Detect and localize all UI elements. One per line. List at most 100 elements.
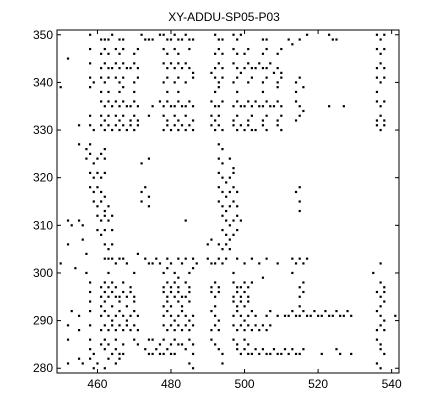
- data-point: [280, 128, 283, 132]
- data-point: [177, 257, 180, 260]
- data-point: [103, 128, 106, 132]
- data-point: [254, 100, 257, 103]
- data-point: [66, 324, 70, 327]
- data-point: [232, 105, 235, 108]
- data-point: [243, 348, 246, 351]
- data-point: [250, 309, 253, 313]
- data-point: [258, 62, 261, 65]
- data-point: [217, 143, 220, 146]
- data-point: [191, 71, 195, 74]
- data-point: [298, 295, 301, 298]
- data-point: [122, 329, 125, 332]
- data-point: [261, 67, 265, 70]
- data-point: [375, 47, 379, 51]
- data-point: [122, 47, 125, 51]
- data-point: [228, 248, 231, 251]
- data-point: [236, 286, 239, 289]
- data-point: [103, 119, 106, 122]
- data-point: [342, 314, 345, 317]
- y-tick-label: 300: [33, 266, 53, 280]
- data-point: [243, 52, 246, 55]
- data-point: [66, 362, 70, 365]
- data-point: [247, 314, 250, 317]
- data-point: [59, 86, 62, 89]
- data-point: [217, 157, 220, 160]
- data-point: [77, 124, 81, 127]
- data-point: [151, 338, 154, 341]
- data-point: [92, 176, 95, 179]
- data-point: [375, 76, 379, 79]
- data-point: [114, 329, 117, 332]
- data-point: [225, 219, 228, 222]
- data-point: [151, 38, 154, 41]
- data-point: [147, 352, 151, 356]
- data-point: [232, 119, 235, 122]
- data-point: [89, 309, 92, 313]
- data-point: [375, 329, 379, 332]
- data-point: [276, 352, 279, 356]
- data-point: [184, 62, 187, 65]
- data-point: [114, 262, 117, 265]
- data-point: [111, 324, 114, 327]
- data-point: [184, 348, 187, 351]
- data-point: [379, 343, 382, 346]
- data-point: [118, 90, 121, 94]
- data-point: [383, 124, 386, 127]
- data-point: [247, 295, 250, 298]
- data-point: [210, 290, 213, 294]
- data-point: [309, 314, 312, 317]
- data-point: [294, 81, 298, 84]
- data-point: [133, 324, 136, 327]
- data-point: [111, 33, 114, 36]
- data-point: [250, 281, 253, 284]
- data-point: [379, 38, 382, 41]
- data-point: [133, 62, 136, 65]
- data-point: [107, 205, 110, 208]
- data-point: [147, 195, 151, 198]
- data-point: [210, 238, 213, 241]
- data-point: [294, 190, 298, 194]
- y-tick-label: 320: [33, 171, 53, 185]
- data-point: [122, 114, 125, 117]
- data-point: [221, 76, 224, 79]
- data-point: [375, 124, 379, 127]
- data-point: [250, 76, 253, 79]
- data-point: [383, 329, 386, 332]
- data-point: [243, 67, 246, 70]
- data-point: [375, 362, 379, 365]
- data-point: [320, 314, 323, 317]
- data-point: [77, 219, 81, 222]
- data-point: [188, 286, 191, 289]
- data-point: [265, 100, 268, 103]
- data-point: [169, 262, 173, 265]
- data-point: [276, 124, 279, 127]
- data-point: [272, 348, 276, 351]
- data-point: [111, 214, 114, 217]
- data-point: [191, 267, 195, 270]
- data-point: [214, 67, 217, 70]
- data-point: [118, 52, 121, 55]
- data-point: [114, 76, 117, 79]
- data-point: [89, 338, 92, 341]
- data-point: [261, 81, 265, 84]
- data-point: [210, 71, 213, 74]
- data-point: [89, 186, 92, 189]
- data-point: [236, 100, 239, 103]
- data-point: [92, 81, 95, 84]
- data-point: [379, 262, 382, 265]
- data-point: [276, 86, 279, 89]
- data-point: [379, 128, 382, 132]
- data-point: [85, 148, 88, 151]
- y-tick-label: 330: [33, 123, 53, 137]
- data-point: [280, 71, 283, 74]
- data-point: [166, 295, 169, 298]
- data-point: [217, 105, 220, 108]
- data-point: [114, 362, 117, 365]
- data-point: [239, 105, 242, 108]
- data-point: [184, 295, 187, 298]
- data-point: [247, 81, 250, 84]
- data-point: [217, 290, 220, 294]
- data-point: [184, 105, 187, 108]
- data-point: [158, 262, 162, 265]
- data-point: [136, 252, 139, 255]
